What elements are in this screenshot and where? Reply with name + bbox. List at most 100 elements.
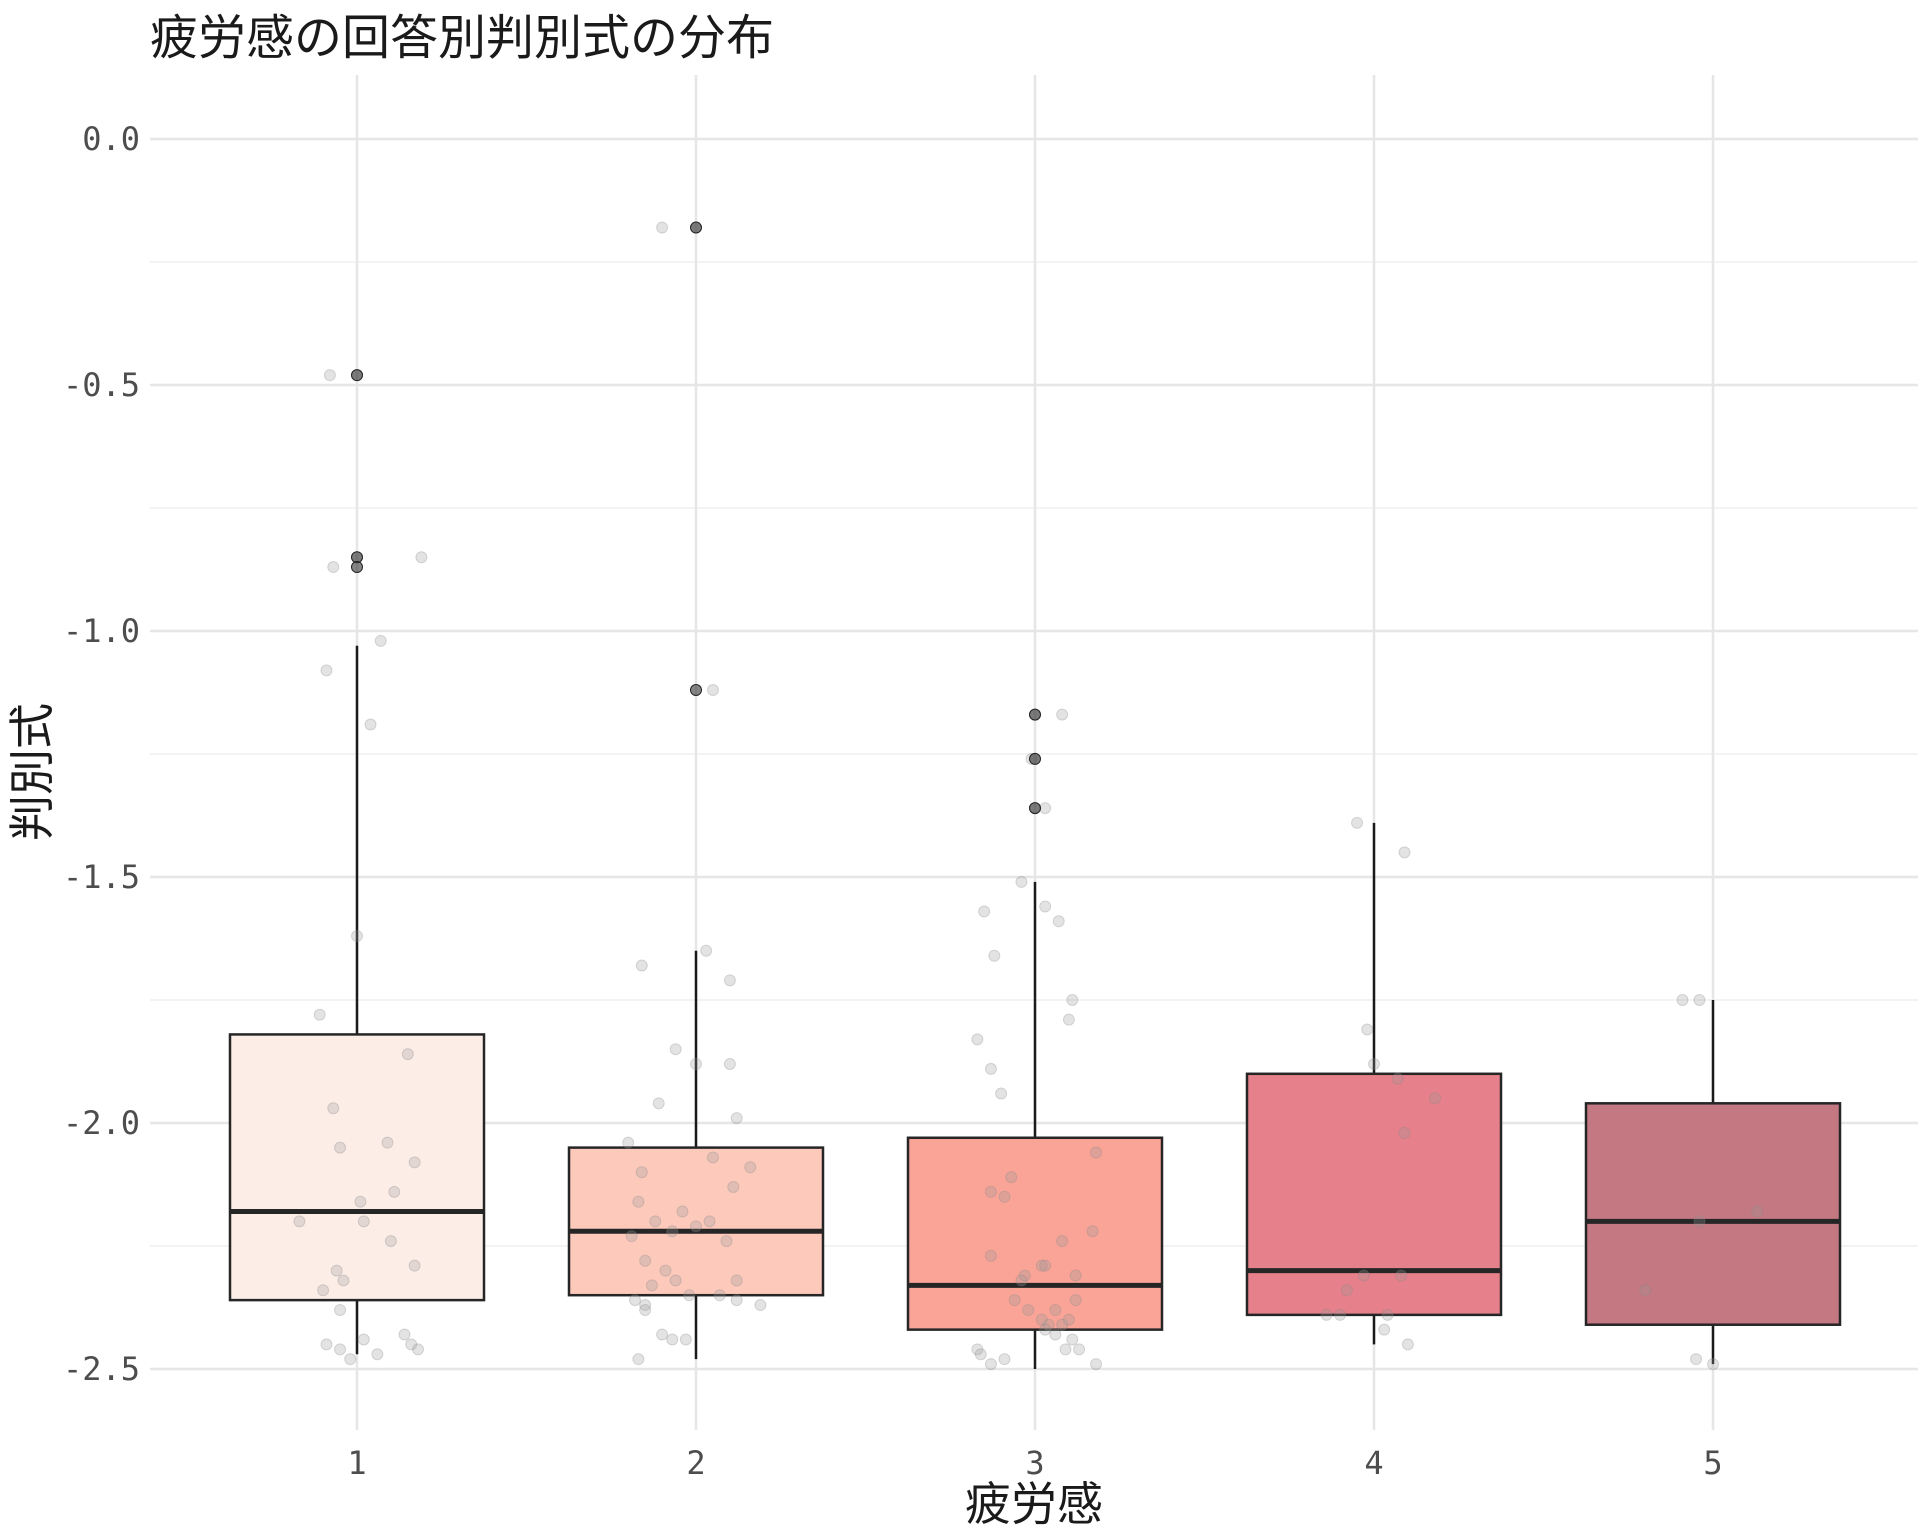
data-point [1639, 1284, 1652, 1297]
data-point [995, 1087, 1008, 1100]
data-point [639, 1303, 652, 1316]
data-point [988, 949, 1001, 962]
data-point [723, 974, 736, 987]
data-point [679, 1333, 692, 1346]
data-point [1062, 1013, 1075, 1026]
y-tick-label: -1.0 [63, 612, 140, 650]
data-point [327, 561, 340, 574]
outlier-point [1029, 708, 1041, 721]
data-point [323, 369, 336, 382]
data-point [1398, 1126, 1411, 1139]
data-point [971, 1343, 984, 1356]
data-point [357, 1333, 370, 1346]
data-point [317, 1284, 330, 1297]
data-point [1066, 1333, 1079, 1346]
data-point [984, 1249, 997, 1262]
box-category-5 [1584, 1000, 1842, 1365]
data-point [1693, 994, 1706, 1006]
data-point [1066, 994, 1079, 1006]
data-point [1039, 1259, 1052, 1272]
data-point [971, 1033, 984, 1046]
data-point [1039, 900, 1052, 913]
data-point [1751, 1205, 1764, 1218]
data-point [1090, 1358, 1103, 1371]
data-point [388, 1185, 401, 1198]
data-point [364, 718, 377, 731]
data-point [727, 1180, 740, 1193]
data-point [1056, 1318, 1069, 1331]
data-point [628, 1294, 641, 1307]
x-tick-label: 2 [686, 1444, 705, 1482]
data-point [1005, 1171, 1018, 1184]
box-category-3 [906, 881, 1164, 1369]
data-point [659, 1264, 672, 1277]
y-tick-labels: 0.0 -0.5 -1.0 -1.5 -2.0 -2.5 [63, 120, 140, 1388]
x-tick-label: 1 [347, 1444, 366, 1482]
data-point [334, 1141, 347, 1154]
data-point [984, 1185, 997, 1198]
box-iqr [906, 1136, 1164, 1331]
jitter-points [293, 221, 1764, 1371]
box-iqr [1245, 1072, 1503, 1317]
data-point [690, 1220, 702, 1233]
outlier-point [1029, 752, 1041, 765]
data-point [327, 1102, 340, 1115]
data-point [703, 1215, 716, 1228]
data-point [334, 1343, 347, 1356]
data-point [1052, 915, 1065, 928]
data-point [984, 1358, 997, 1371]
data-point [1022, 1303, 1035, 1316]
data-point [1395, 1269, 1408, 1282]
data-point [632, 1353, 645, 1366]
data-point [1018, 1269, 1031, 1282]
data-point [666, 1333, 679, 1346]
data-point [1429, 1092, 1442, 1105]
boxes [228, 645, 1842, 1369]
data-point [730, 1294, 743, 1307]
data-point [1069, 1294, 1082, 1307]
data-point [700, 944, 713, 957]
data-point [1035, 1259, 1048, 1272]
data-point [998, 1190, 1011, 1203]
data-point [384, 1235, 397, 1248]
data-point [645, 1279, 658, 1292]
y-tick-label: -2.0 [63, 1104, 140, 1142]
data-point [1056, 708, 1069, 721]
data-point [398, 1328, 411, 1341]
data-point [374, 634, 387, 647]
data-point [330, 1264, 343, 1277]
data-point [357, 1215, 370, 1228]
outlier-points [351, 221, 1041, 815]
data-point [313, 1008, 326, 1021]
y-tick-label: -2.5 [63, 1350, 140, 1388]
data-point [652, 1097, 665, 1110]
data-point [676, 1205, 689, 1218]
data-point [1693, 1215, 1706, 1228]
data-point [669, 1274, 682, 1287]
data-point [754, 1299, 767, 1312]
data-point [334, 1303, 347, 1316]
data-point [408, 1156, 421, 1169]
data-point [1059, 1343, 1072, 1356]
x-axis-title: 疲労感 [965, 1477, 1103, 1531]
data-point [1086, 1225, 1099, 1238]
outlier-point [351, 369, 363, 382]
data-point [635, 959, 648, 972]
y-tick-label: 0.0 [82, 120, 140, 158]
data-point [1062, 1313, 1075, 1326]
data-point [635, 1166, 648, 1179]
data-point [1361, 1023, 1374, 1036]
data-point [706, 684, 719, 697]
data-point [1334, 1308, 1347, 1321]
y-tick-label: -1.5 [63, 858, 140, 896]
data-point [1073, 1343, 1086, 1356]
data-point [713, 1289, 726, 1302]
data-point [1707, 1358, 1719, 1371]
data-point [706, 1151, 719, 1164]
data-point [1401, 1338, 1414, 1351]
data-point [1357, 1269, 1370, 1282]
data-point [998, 1353, 1011, 1366]
data-point [669, 1043, 682, 1056]
data-point [412, 1343, 425, 1356]
